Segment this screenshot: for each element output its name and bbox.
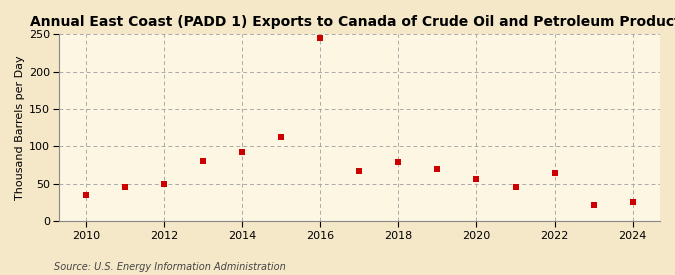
Text: Source: U.S. Energy Information Administration: Source: U.S. Energy Information Administ… bbox=[54, 262, 286, 272]
Title: Annual East Coast (PADD 1) Exports to Canada of Crude Oil and Petroleum Products: Annual East Coast (PADD 1) Exports to Ca… bbox=[30, 15, 675, 29]
Y-axis label: Thousand Barrels per Day: Thousand Barrels per Day bbox=[15, 55, 25, 200]
